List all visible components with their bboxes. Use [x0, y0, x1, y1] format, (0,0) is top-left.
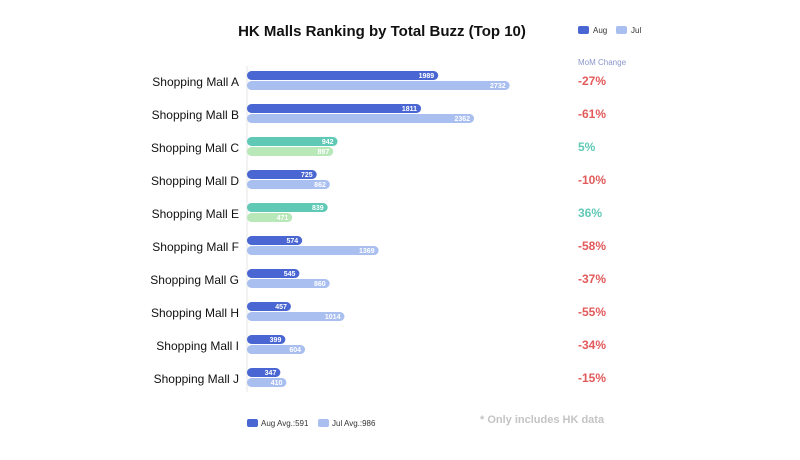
value-label-jul: 2362: [454, 116, 470, 123]
avg-swatch-jul: [318, 419, 329, 427]
mall-row: Shopping Mall A 1989 2732 -27%: [152, 71, 606, 90]
value-label-aug: 839: [312, 205, 324, 212]
bar-aug: [247, 104, 422, 113]
bar-aug: [247, 236, 303, 245]
bar-jul: [247, 114, 475, 123]
bar-aug: [247, 302, 291, 311]
bar-jul: [247, 378, 287, 387]
category-label: Shopping Mall D: [151, 174, 239, 188]
mom-change-value: -37%: [578, 272, 606, 286]
mom-change-value: -15%: [578, 371, 606, 385]
mom-change-value: -58%: [578, 239, 606, 253]
bar-jul: [247, 147, 334, 156]
mom-change-value: -10%: [578, 173, 606, 187]
bar-jul: [247, 180, 330, 189]
mall-row: Shopping Mall E 839 471 36%: [152, 203, 602, 222]
category-label: Shopping Mall H: [151, 306, 239, 320]
bar-aug: [247, 203, 328, 212]
bar-jul: [247, 213, 293, 222]
category-label: Shopping Mall F: [152, 240, 239, 254]
value-label-jul: 860: [314, 281, 326, 288]
mom-change-value: -55%: [578, 305, 606, 319]
category-label: Shopping Mall C: [151, 141, 239, 155]
mall-row: Shopping Mall B 1811 2362 -61%: [152, 104, 606, 123]
mom-change-value: 5%: [578, 140, 596, 154]
value-label-jul: 410: [271, 380, 283, 387]
average-legend: Aug Avg.:591 Jul Avg.:986: [247, 419, 376, 428]
avg-swatch-aug: [247, 419, 258, 427]
bar-aug: [247, 170, 317, 179]
bar-aug: [247, 335, 286, 344]
bar-jul: [247, 312, 345, 321]
category-label: Shopping Mall A: [152, 75, 239, 89]
mall-row: Shopping Mall I 399 604 -34%: [156, 335, 606, 354]
value-label-aug: 399: [270, 337, 282, 344]
category-label: Shopping Mall I: [156, 339, 239, 353]
category-label: Shopping Mall E: [152, 207, 239, 221]
value-label-aug: 347: [265, 370, 277, 377]
value-label-aug: 1989: [419, 73, 435, 80]
avg-label-aug: Aug Avg.:591: [261, 419, 309, 428]
mall-row: Shopping Mall H 457 1014 -55%: [151, 302, 606, 321]
value-label-jul: 1014: [325, 314, 341, 321]
mall-row: Shopping Mall C 942 897 5%: [151, 137, 596, 156]
mall-row: Shopping Mall G 545 860 -37%: [150, 269, 606, 288]
value-label-aug: 574: [286, 238, 298, 245]
value-label-aug: 725: [301, 172, 313, 179]
legend-swatch-aug: [578, 26, 589, 34]
bar-jul: [247, 345, 306, 354]
legend: Aug Jul: [578, 26, 641, 35]
bar-jul: [247, 81, 510, 90]
value-label-aug: 545: [284, 271, 296, 278]
bar-aug: [247, 269, 300, 278]
category-label: Shopping Mall B: [152, 108, 239, 122]
mall-row: Shopping Mall F 574 1369 -58%: [152, 236, 606, 255]
legend-swatch-jul: [616, 26, 627, 34]
value-label-aug: 1811: [402, 106, 417, 113]
mom-change-value: -27%: [578, 74, 606, 88]
bar-jul: [247, 279, 330, 288]
value-label-jul: 897: [318, 149, 330, 156]
value-label-jul: 862: [314, 182, 326, 189]
mom-change-value: -34%: [578, 338, 606, 352]
bar-aug: [247, 71, 439, 80]
category-label: Shopping Mall G: [150, 273, 239, 287]
bar-jul: [247, 246, 379, 255]
mall-row: Shopping Mall J 347 410 -15%: [154, 368, 606, 387]
legend-label-aug: Aug: [593, 26, 607, 35]
value-label-jul: 2732: [490, 83, 506, 90]
value-label-jul: 1369: [359, 248, 375, 255]
chart-title: HK Malls Ranking by Total Buzz (Top 10): [238, 23, 526, 40]
mom-change-value: 36%: [578, 206, 602, 220]
bar-aug: [247, 368, 281, 377]
value-label-aug: 457: [275, 304, 287, 311]
category-label: Shopping Mall J: [154, 372, 239, 386]
value-label-jul: 471: [277, 215, 289, 222]
mom-change-header: MoM Change: [578, 58, 627, 67]
footnote: * Only includes HK data: [480, 414, 605, 426]
avg-label-jul: Jul Avg.:986: [332, 419, 376, 428]
bar-aug: [247, 137, 338, 146]
mom-change-value: -61%: [578, 107, 606, 121]
value-label-aug: 942: [322, 139, 334, 146]
value-label-jul: 604: [289, 347, 301, 354]
legend-label-jul: Jul: [631, 26, 641, 35]
